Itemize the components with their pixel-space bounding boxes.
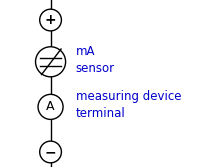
Text: A: A <box>46 100 55 113</box>
Text: mA
sensor: mA sensor <box>76 45 115 75</box>
Circle shape <box>38 94 63 119</box>
Circle shape <box>40 141 61 163</box>
Text: measuring device
terminal: measuring device terminal <box>76 90 181 120</box>
Circle shape <box>40 9 61 31</box>
Text: −: − <box>45 145 56 159</box>
Circle shape <box>36 47 66 77</box>
Text: +: + <box>45 13 56 27</box>
